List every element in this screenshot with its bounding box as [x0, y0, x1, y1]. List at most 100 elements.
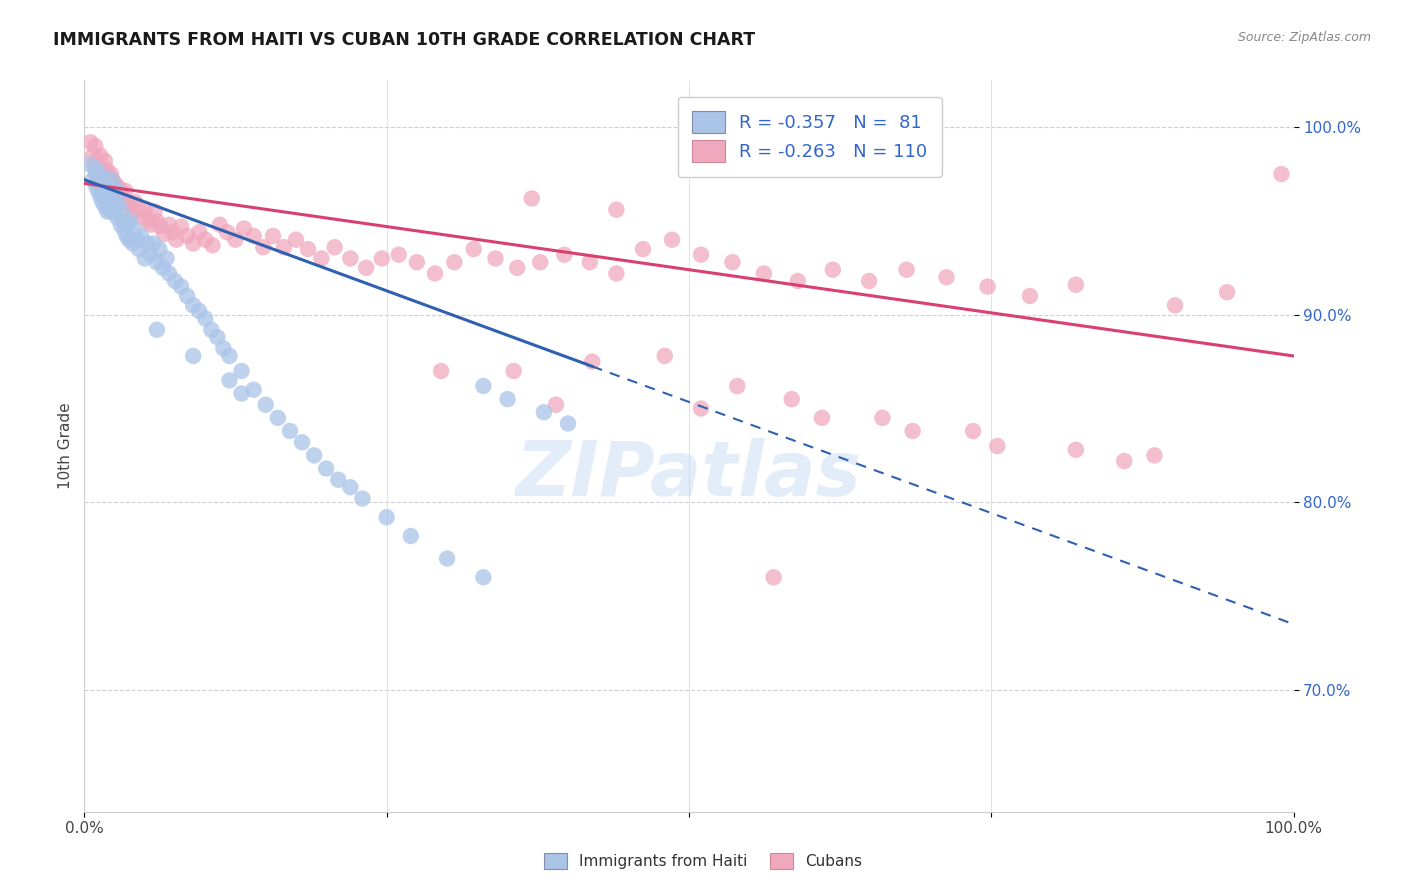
Point	[207, 330, 229, 344]
Point	[112, 214, 135, 228]
Point	[176, 289, 198, 303]
Point	[520, 191, 543, 205]
Point	[218, 349, 240, 363]
Point	[93, 184, 115, 198]
Point	[138, 214, 160, 228]
Point	[89, 148, 111, 162]
Point	[101, 189, 124, 203]
Point	[821, 262, 844, 277]
Point	[142, 236, 165, 251]
Point	[291, 435, 314, 450]
Point	[121, 206, 143, 220]
Point	[86, 180, 108, 194]
Point	[1114, 454, 1136, 468]
Point	[97, 170, 120, 185]
Point	[91, 195, 114, 210]
Text: ZIPatlas: ZIPatlas	[516, 438, 862, 512]
Point	[110, 186, 132, 200]
Point	[278, 424, 301, 438]
Point	[103, 204, 125, 219]
Point	[170, 219, 193, 234]
Legend: Immigrants from Haiti, Cubans: Immigrants from Haiti, Cubans	[537, 847, 869, 875]
Point	[267, 410, 290, 425]
Point	[976, 279, 998, 293]
Point	[233, 221, 256, 235]
Point	[218, 373, 240, 387]
Point	[780, 392, 803, 406]
Point	[354, 260, 377, 275]
Point	[112, 223, 135, 237]
Text: IMMIGRANTS FROM HAITI VS CUBAN 10TH GRADE CORRELATION CHART: IMMIGRANTS FROM HAITI VS CUBAN 10TH GRAD…	[53, 31, 755, 49]
Point	[152, 260, 174, 275]
Point	[725, 379, 748, 393]
Point	[242, 383, 264, 397]
Point	[872, 410, 894, 425]
Point	[986, 439, 1008, 453]
Point	[94, 153, 117, 168]
Point	[117, 195, 139, 210]
Point	[371, 252, 394, 266]
Point	[124, 223, 146, 237]
Point	[1164, 298, 1187, 312]
Point	[91, 161, 114, 176]
Point	[139, 248, 162, 262]
Point	[762, 570, 785, 584]
Point	[721, 255, 744, 269]
Text: Source: ZipAtlas.com: Source: ZipAtlas.com	[1237, 31, 1371, 45]
Point	[111, 204, 134, 219]
Point	[323, 240, 346, 254]
Point	[153, 227, 176, 241]
Point	[120, 214, 142, 228]
Point	[84, 161, 107, 176]
Point	[544, 398, 567, 412]
Point	[107, 180, 129, 194]
Point	[901, 424, 924, 438]
Point	[201, 238, 224, 252]
Point	[148, 242, 170, 256]
Point	[605, 202, 627, 217]
Point	[100, 204, 122, 219]
Point	[194, 311, 217, 326]
Point	[96, 204, 118, 219]
Point	[406, 255, 429, 269]
Point	[472, 379, 495, 393]
Point	[423, 267, 446, 281]
Point	[128, 242, 150, 256]
Point	[254, 398, 277, 412]
Point	[188, 225, 211, 239]
Point	[165, 233, 187, 247]
Point	[375, 510, 398, 524]
Point	[557, 417, 579, 431]
Point	[188, 304, 211, 318]
Point	[690, 401, 713, 416]
Point	[231, 364, 253, 378]
Point	[86, 177, 108, 191]
Point	[752, 267, 775, 281]
Point	[94, 172, 117, 186]
Point	[105, 191, 128, 205]
Point	[399, 529, 422, 543]
Point	[90, 172, 112, 186]
Point	[136, 236, 159, 251]
Point	[89, 167, 111, 181]
Point	[170, 279, 193, 293]
Point	[896, 262, 918, 277]
Point	[443, 255, 465, 269]
Y-axis label: 10th Grade: 10th Grade	[58, 402, 73, 490]
Point	[79, 135, 101, 149]
Point	[1064, 277, 1087, 292]
Point	[146, 323, 169, 337]
Point	[121, 236, 143, 251]
Point	[131, 210, 153, 224]
Point	[388, 248, 411, 262]
Point	[463, 242, 485, 256]
Point	[146, 255, 169, 269]
Point	[112, 195, 135, 210]
Point	[339, 480, 361, 494]
Point	[104, 180, 127, 194]
Point	[96, 163, 118, 178]
Point	[231, 386, 253, 401]
Point	[82, 148, 104, 162]
Point	[328, 473, 350, 487]
Point	[1064, 442, 1087, 457]
